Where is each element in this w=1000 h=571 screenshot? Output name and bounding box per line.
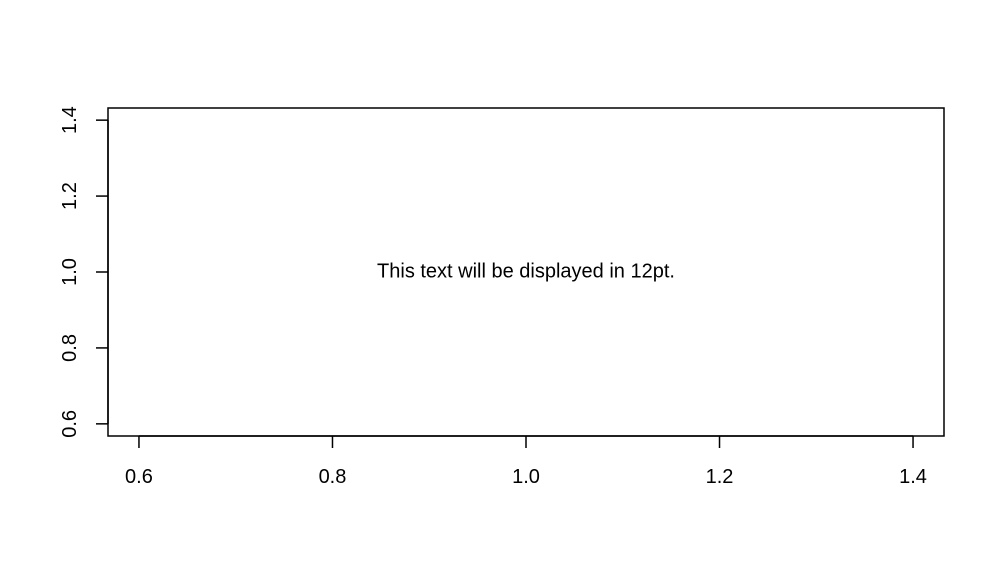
y-tick-label: 0.8 — [59, 334, 81, 362]
x-tick-label: 0.6 — [125, 466, 153, 488]
annotations: This text will be displayed in 12pt. — [377, 260, 675, 282]
y-tick-label: 1.0 — [59, 258, 81, 286]
x-tick-label: 0.8 — [319, 466, 347, 488]
x-axis: 0.6 0.8 1.0 1.2 1.4 — [125, 435, 927, 488]
y-tick-label: 1.2 — [59, 182, 81, 210]
annotation-text: This text will be displayed in 12pt. — [377, 260, 675, 282]
y-axis: 0.6 0.8 1.0 1.2 1.4 — [59, 106, 109, 438]
x-tick-label: 1.4 — [899, 466, 927, 488]
y-tick-label: 1.4 — [59, 106, 81, 134]
x-tick-label: 1.2 — [706, 466, 734, 488]
y-tick-label: 0.6 — [59, 410, 81, 438]
x-tick-label: 1.0 — [512, 466, 540, 488]
